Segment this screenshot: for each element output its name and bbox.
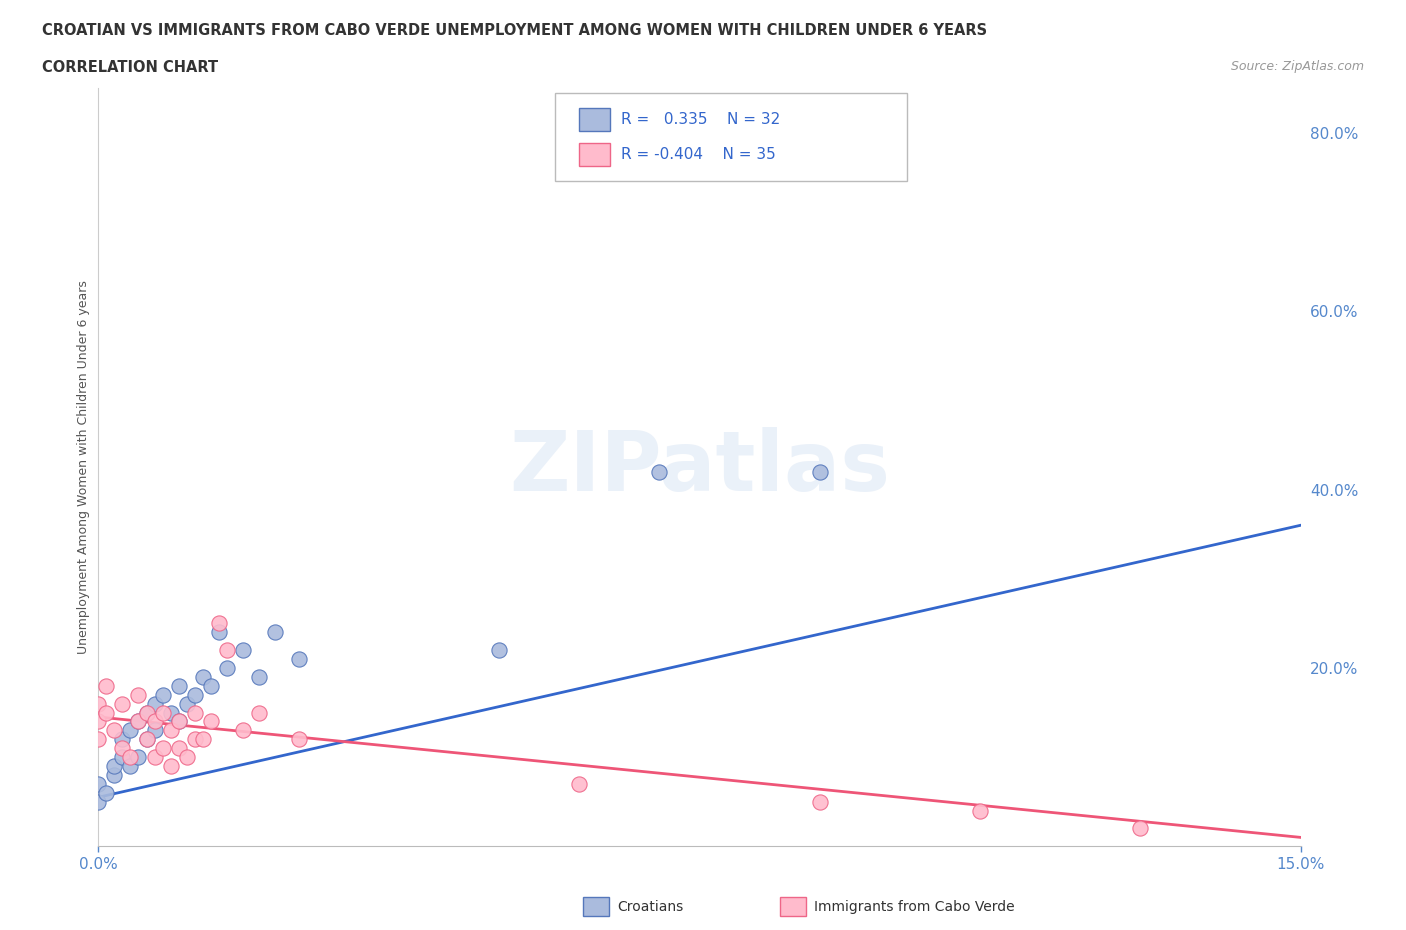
Point (96, 678, 118, 693)
Point (263, 625, 285, 640)
Point (215, 660, 238, 675)
Point (969, 804, 991, 818)
Point (167, 714, 190, 729)
Point (568, 777, 591, 791)
Point (176, 750, 198, 764)
Point (191, 670, 214, 684)
Point (135, 705, 157, 720)
Point (183, 732, 205, 747)
Point (111, 750, 134, 764)
Point (247, 670, 270, 684)
Point (87, 794, 110, 809)
Point (176, 697, 198, 711)
Point (128, 714, 150, 729)
Point (87, 777, 110, 791)
Y-axis label: Unemployment Among Women with Children Under 6 years: Unemployment Among Women with Children U… (77, 280, 90, 655)
Point (232, 723, 254, 737)
Point (159, 723, 181, 737)
Point (1129, 821, 1152, 836)
Point (152, 687, 174, 702)
Text: ZIPatlas: ZIPatlas (509, 427, 890, 508)
Point (111, 732, 134, 747)
Point (648, 464, 671, 479)
Point (135, 732, 157, 747)
Point (103, 723, 125, 737)
Point (183, 705, 205, 720)
Point (128, 750, 150, 764)
Point (215, 643, 238, 658)
Point (111, 697, 134, 711)
Point (103, 759, 125, 774)
Text: CORRELATION CHART: CORRELATION CHART (42, 60, 218, 75)
Point (120, 723, 142, 737)
Point (143, 697, 166, 711)
Text: CROATIAN VS IMMIGRANTS FROM CABO VERDE UNEMPLOYMENT AMONG WOMEN WITH CHILDREN UN: CROATIAN VS IMMIGRANTS FROM CABO VERDE U… (42, 23, 987, 38)
Point (96, 705, 118, 720)
Point (111, 741, 134, 756)
Point (488, 643, 510, 658)
Point (120, 759, 142, 774)
Point (135, 732, 157, 747)
Point (159, 705, 181, 720)
Point (87, 697, 110, 711)
Point (152, 741, 174, 756)
Point (208, 625, 231, 640)
Point (159, 759, 181, 774)
Text: Croatians: Croatians (617, 899, 683, 914)
Text: R =   0.335    N = 32: R = 0.335 N = 32 (621, 113, 780, 127)
Point (167, 678, 190, 693)
Point (167, 741, 190, 756)
Point (200, 714, 222, 729)
Point (808, 464, 831, 479)
Point (87, 732, 110, 747)
Point (232, 643, 254, 658)
Point (143, 750, 166, 764)
Text: Source: ZipAtlas.com: Source: ZipAtlas.com (1230, 60, 1364, 73)
Point (152, 705, 174, 720)
Point (128, 687, 150, 702)
Point (247, 705, 270, 720)
Point (191, 732, 214, 747)
Point (183, 687, 205, 702)
Point (288, 652, 311, 667)
Point (87, 714, 110, 729)
Point (143, 714, 166, 729)
Point (128, 714, 150, 729)
Point (120, 750, 142, 764)
Point (167, 714, 190, 729)
Point (200, 678, 222, 693)
Point (135, 705, 157, 720)
Point (143, 723, 166, 737)
Point (808, 794, 831, 809)
Point (208, 616, 231, 631)
Text: Immigrants from Cabo Verde: Immigrants from Cabo Verde (814, 899, 1015, 914)
Point (96, 785, 118, 800)
Point (103, 767, 125, 782)
Point (288, 732, 311, 747)
Text: R = -0.404    N = 35: R = -0.404 N = 35 (621, 147, 776, 162)
